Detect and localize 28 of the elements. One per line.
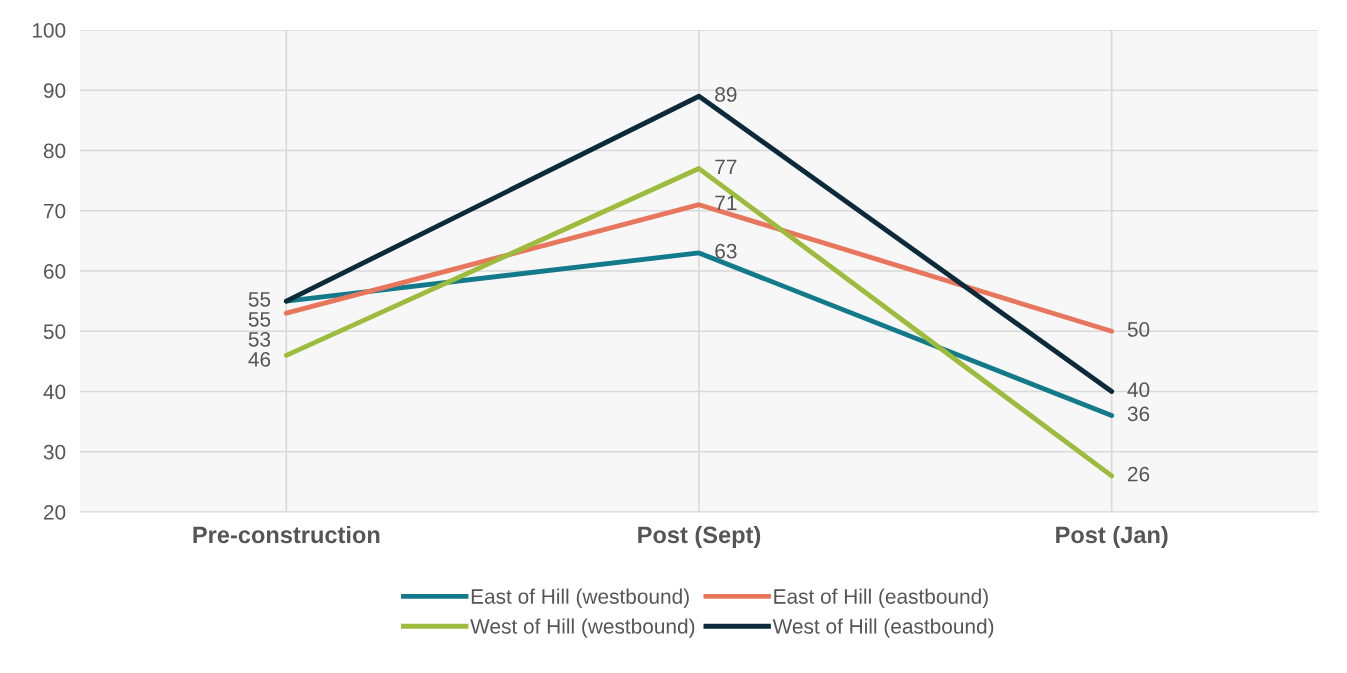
y-tick-label: 40 — [43, 384, 66, 400]
data-label: 36 — [1127, 406, 1150, 422]
data-label: 50 — [1127, 322, 1150, 337]
data-label: 71 — [715, 195, 737, 211]
y-tick-label: 20 — [43, 505, 66, 520]
legend-label: West of Hill (westbound) — [470, 618, 695, 638]
y-tick-label: 70 — [44, 203, 66, 219]
y-tick-label: 90 — [43, 83, 66, 98]
data-label: 89 — [715, 87, 737, 102]
data-label: 53 — [248, 331, 271, 347]
y-tick-label: 30 — [43, 444, 66, 460]
data-label: 77 — [715, 159, 737, 174]
y-tick-label: 50 — [43, 324, 66, 339]
data-label: 40 — [1127, 382, 1150, 398]
legend-label: East of Hill (westbound) — [471, 588, 689, 608]
data-label: 55 — [248, 312, 271, 327]
legend-label: East of Hill (eastbound) — [774, 588, 988, 608]
data-label: 63 — [715, 243, 737, 259]
y-tick-label: 80 — [43, 143, 66, 159]
legend-label: West of Hill (eastbound) — [772, 618, 994, 638]
data-label: 55 — [248, 292, 271, 307]
x-tick-label: Post (Sept) — [638, 525, 761, 548]
x-tick-label: Post (Jan) — [1056, 525, 1168, 548]
y-tick-label: 60 — [44, 264, 66, 279]
data-label: 46 — [248, 351, 271, 367]
x-tick-label: Pre-construction — [193, 525, 380, 544]
y-tick-label: 100 — [32, 23, 66, 38]
data-label: 26 — [1127, 466, 1150, 482]
